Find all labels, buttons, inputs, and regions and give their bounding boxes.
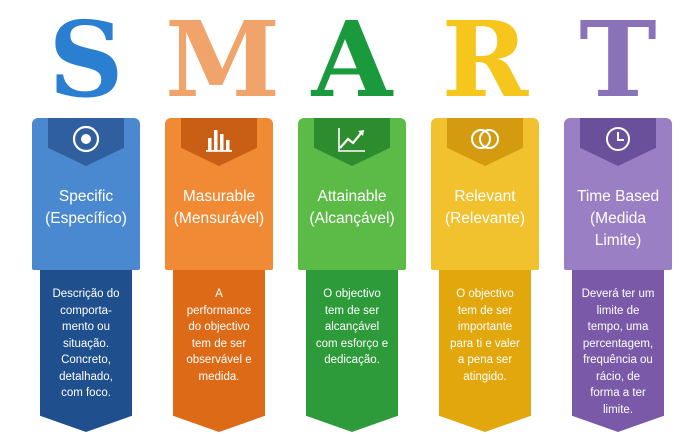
- bar-chart-icon: [206, 130, 232, 152]
- trend-up-icon: [338, 128, 365, 152]
- desc-line: frequência ou: [583, 354, 653, 366]
- desc-line: rácio, de: [595, 370, 641, 383]
- smart-column-attainable: A Attainable (Alcançável) O objectivo te…: [298, 0, 406, 434]
- letter-r-glyph: R: [441, 0, 529, 121]
- clock-icon: [606, 127, 630, 151]
- title-relevant: Relevant: [454, 188, 516, 205]
- desc-line: a pena ser: [457, 354, 513, 366]
- subtitle-specific: (Específico): [45, 210, 127, 227]
- subtitle-attainable: (Alcançável): [309, 210, 395, 227]
- letter-t: T: [564, 4, 672, 116]
- description-panel-measurable: [173, 270, 265, 432]
- desc-line: limite.: [602, 403, 634, 416]
- title-specific: Specific: [58, 188, 114, 205]
- subtitle-measurable: (Mensurável): [173, 210, 265, 227]
- description-panel-time-based: [572, 270, 664, 432]
- desc-line: tempo, uma: [587, 321, 649, 333]
- desc-line: Deverá ter um: [581, 288, 655, 300]
- desc-line: detalhado,: [59, 370, 113, 383]
- subtitle-time-based: (Medida: [590, 210, 646, 227]
- desc-line: medida.: [198, 370, 240, 383]
- desc-line: importante: [457, 321, 513, 333]
- desc-line: forma a ter: [590, 387, 646, 399]
- desc-line: atingido.: [463, 370, 507, 383]
- title-measurable: Masurable: [182, 188, 256, 205]
- heading-attainable: Attainable (Alcançável): [298, 186, 406, 230]
- smart-column-relevant: R Relevant (Relevante) O objectivo tem d…: [431, 0, 539, 434]
- description-relevant: O objectivo tem de ser importante para t…: [441, 286, 529, 385]
- heading-specific: Specific (Específico): [32, 186, 140, 230]
- description-panel-relevant: [439, 270, 531, 432]
- desc-line: Descrição do: [52, 288, 120, 300]
- desc-line: tem de ser: [457, 304, 513, 317]
- title-attainable: Attainable: [317, 188, 387, 205]
- desc-line: para ti e valer: [450, 337, 520, 350]
- desc-line: tem de ser: [324, 304, 380, 317]
- subtitle-time-based-2: Limite): [594, 232, 642, 249]
- desc-line: Concreto,: [61, 354, 111, 366]
- subtitle-relevant: (Relevante): [444, 210, 526, 227]
- smart-column-measurable: M Masurable (Mensurável) A performance d…: [165, 0, 280, 434]
- heading-measurable: Masurable (Mensurável): [165, 186, 273, 230]
- desc-line: tem de ser: [191, 337, 247, 350]
- desc-line: observável e: [186, 354, 252, 366]
- desc-line: O objectivo: [323, 288, 381, 300]
- desc-line: mento ou: [62, 321, 110, 333]
- letter-t-glyph: T: [579, 0, 657, 121]
- desc-line: percentagem,: [582, 337, 654, 350]
- rings-icon: [471, 129, 499, 149]
- letter-a: A: [298, 4, 406, 116]
- desc-line: situação.: [62, 337, 110, 350]
- desc-line: performance: [186, 304, 252, 317]
- letter-m-glyph: M: [165, 0, 281, 121]
- desc-line: comporta-: [60, 304, 112, 317]
- letter-m: M: [165, 4, 280, 116]
- title-time-based: Time Based: [576, 188, 660, 205]
- description-attainable: O objectivo tem de ser alcançável com es…: [308, 286, 396, 369]
- desc-line: com esforço e: [315, 337, 389, 350]
- smart-column-time-based: T Time Based (Medida Limite) Deverá ter …: [564, 0, 672, 434]
- letter-s: S: [32, 4, 140, 116]
- description-panel-attainable: [306, 270, 398, 432]
- desc-line: A: [215, 288, 223, 300]
- smart-column-specific: S Specific (Específico) Descrição do com…: [32, 0, 140, 434]
- target-icon: [72, 125, 100, 153]
- desc-line: dedicação.: [324, 354, 380, 366]
- heading-relevant: Relevant (Relevante): [431, 186, 539, 230]
- desc-line: O objectivo: [456, 288, 514, 300]
- letter-r: R: [431, 4, 539, 116]
- letter-s-glyph: S: [48, 0, 124, 121]
- desc-line: alcançável: [324, 321, 380, 333]
- description-measurable: A performance do objectivo tem de ser ob…: [175, 286, 263, 385]
- desc-line: limite de: [596, 304, 640, 317]
- heading-time-based: Time Based (Medida Limite): [564, 186, 672, 252]
- desc-line: com foco.: [61, 387, 111, 399]
- description-time-based: Deverá ter um limite de tempo, uma perce…: [574, 286, 662, 418]
- description-panel-specific: [40, 270, 132, 432]
- letter-a-glyph: A: [311, 0, 393, 121]
- desc-line: do objectivo: [188, 321, 250, 333]
- description-specific: Descrição do comporta- mento ou situação…: [42, 286, 130, 402]
